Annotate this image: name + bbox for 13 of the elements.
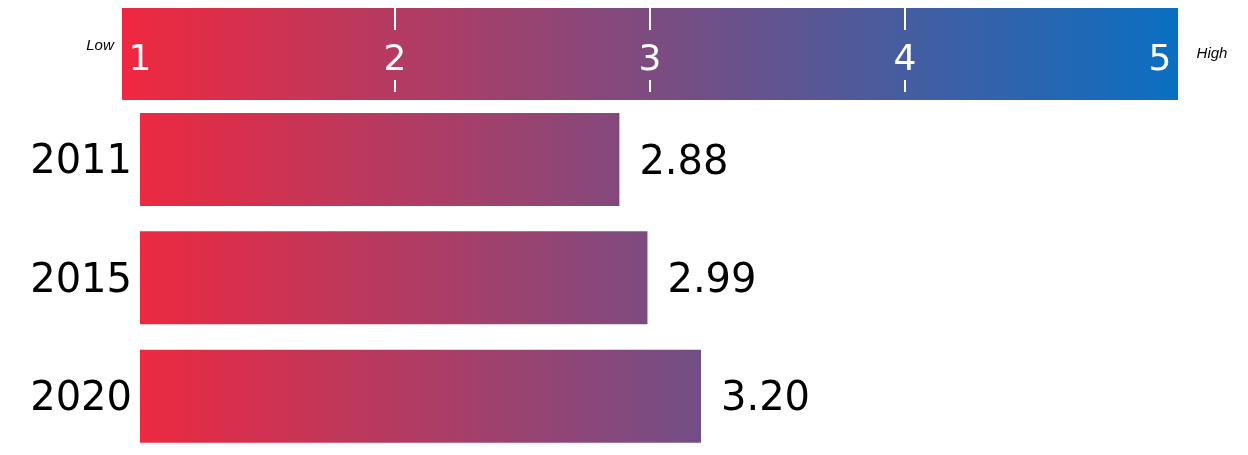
- x-tick-label: 2: [383, 37, 407, 78]
- y-tick-label: 2011: [30, 136, 132, 183]
- x-tick-label: 3: [638, 37, 662, 78]
- data-label: 2.88: [639, 136, 729, 183]
- text: Low: [86, 36, 115, 53]
- x-tick-label: 5: [1148, 37, 1172, 78]
- data-label: 2.99: [667, 255, 757, 302]
- data-label: 3.20: [721, 373, 811, 420]
- x-tick-label: 1: [128, 37, 152, 78]
- y-tick-label: 2020: [30, 373, 132, 420]
- text: High: [1196, 44, 1228, 61]
- x-tick-label: 4: [893, 37, 917, 78]
- y-tick-label: 2015: [30, 254, 132, 301]
